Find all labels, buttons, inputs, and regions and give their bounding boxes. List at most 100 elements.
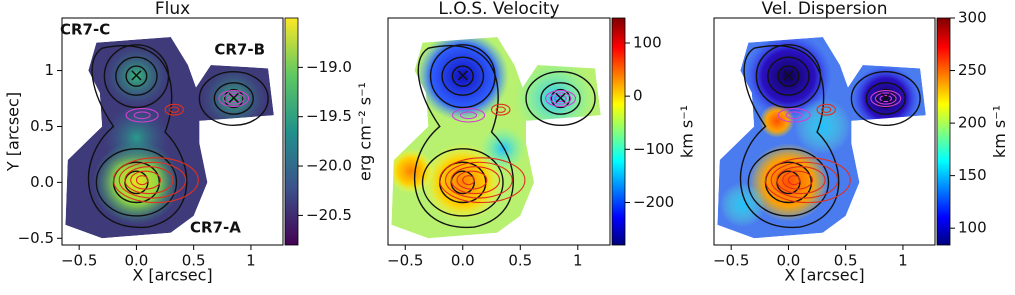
contour xyxy=(112,157,199,204)
contour xyxy=(879,94,893,103)
contour xyxy=(874,92,897,105)
contour xyxy=(545,89,577,108)
contour xyxy=(776,166,826,195)
colorbar-label: km s⁻¹ xyxy=(990,105,1009,158)
marker: × xyxy=(553,88,568,109)
contour xyxy=(125,108,159,123)
colorbar-tick-label: 100 xyxy=(958,219,987,237)
contour xyxy=(441,56,485,96)
contour xyxy=(550,88,571,109)
x-tick-label: 1 xyxy=(898,252,908,270)
marker: × xyxy=(226,88,241,109)
contour xyxy=(554,94,567,103)
contour xyxy=(124,166,174,195)
contour xyxy=(169,106,180,113)
contour xyxy=(777,65,800,87)
x-tick-label: −0.5 xyxy=(61,252,97,270)
annotation: CR7-C xyxy=(60,21,110,39)
x-tick-label: −0.5 xyxy=(387,252,423,270)
contour xyxy=(747,148,830,217)
map-blob xyxy=(201,67,266,130)
contour xyxy=(118,161,187,199)
contour xyxy=(87,45,188,228)
marker: × xyxy=(878,88,893,109)
contour xyxy=(782,170,814,190)
x-tick-label: 0.0 xyxy=(451,252,475,270)
contour xyxy=(130,170,162,190)
contour xyxy=(451,65,474,87)
contour xyxy=(456,170,488,190)
panel-title: Vel. Dispersion xyxy=(762,0,888,19)
y-tick-label: 0.0 xyxy=(30,173,54,191)
contour xyxy=(133,111,151,120)
contour xyxy=(459,111,478,120)
contour xyxy=(218,89,250,108)
colorbar-tick-label: 200 xyxy=(958,114,987,132)
x-tick-label: −0.5 xyxy=(713,252,749,270)
axes-frame xyxy=(387,17,611,246)
colorbar-tick-label: −100 xyxy=(633,140,674,158)
colorbar-tick-label: 100 xyxy=(633,33,662,51)
map: ×× xyxy=(717,37,926,239)
contour xyxy=(540,82,581,115)
map-blob xyxy=(102,104,171,172)
axes-frame xyxy=(61,17,284,246)
contour xyxy=(95,148,178,217)
colorbar xyxy=(936,17,951,246)
contour xyxy=(227,94,241,103)
colorbar-tick-label: 250 xyxy=(958,61,987,79)
contour xyxy=(414,45,514,228)
colorbar xyxy=(284,17,299,246)
annotation: CR7-B xyxy=(214,41,265,59)
contour xyxy=(785,111,803,120)
contour xyxy=(213,82,254,115)
contour xyxy=(164,103,184,116)
contour xyxy=(787,175,801,186)
contour xyxy=(444,161,513,199)
annotation: CR7-A xyxy=(190,219,241,237)
contour xyxy=(870,89,902,108)
contour xyxy=(451,108,486,123)
x-label: X [arcsec] xyxy=(784,266,864,285)
contour xyxy=(222,92,245,105)
contour xyxy=(739,45,840,228)
contour xyxy=(135,175,149,186)
colorbar-tick-label: −200 xyxy=(633,193,674,211)
marker: × xyxy=(129,65,144,86)
contour xyxy=(767,56,810,96)
colorbar-tick-label: 150 xyxy=(958,166,987,184)
colorbar-label: km s⁻¹ xyxy=(678,105,697,158)
map: ×× xyxy=(391,37,601,239)
contour xyxy=(421,148,504,217)
panel-title: Flux xyxy=(155,0,190,19)
y-tick-label: 1 xyxy=(44,61,54,79)
contour xyxy=(875,88,896,109)
map: ×× xyxy=(65,37,274,239)
colorbar-tick-label: 0 xyxy=(633,87,643,105)
map-blob xyxy=(104,44,169,108)
y-label: Y [arcsec] xyxy=(4,92,23,172)
contour xyxy=(125,65,148,87)
colorbar-tick-label: −19.0 xyxy=(306,58,352,76)
x-tick-label: 0.0 xyxy=(777,252,801,270)
contour xyxy=(865,82,906,115)
contour xyxy=(462,175,475,186)
x-tick-label: 1 xyxy=(573,252,583,270)
map-blob xyxy=(480,126,527,172)
y-tick-label: −0.5 xyxy=(18,229,54,247)
contour xyxy=(525,70,596,127)
contour xyxy=(450,166,501,195)
contour xyxy=(115,56,158,96)
contour xyxy=(770,161,839,199)
map-blob xyxy=(759,104,795,138)
x-tick-label: 0.0 xyxy=(125,252,149,270)
panel-title: L.O.S. Velocity xyxy=(438,0,559,19)
colorbar-tick-label: −20.5 xyxy=(306,206,352,224)
contour xyxy=(439,157,526,204)
colorbar-label: erg cm⁻² s⁻¹ xyxy=(355,82,374,181)
contour xyxy=(777,108,811,123)
marker: × xyxy=(781,65,796,86)
contour xyxy=(490,103,511,116)
contour xyxy=(223,88,244,109)
